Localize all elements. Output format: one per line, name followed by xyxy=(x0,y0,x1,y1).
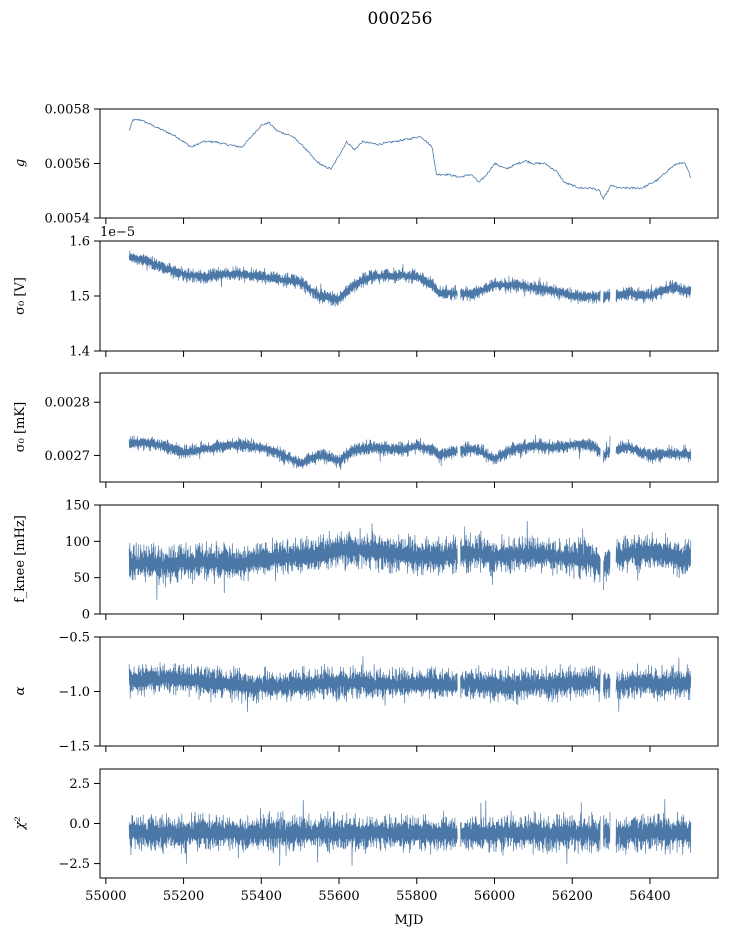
plot-area-chi2: −2.5 0.0 2.5 55000 55200 55400 55600 55800 56000… xyxy=(58,768,719,904)
axes-frame-sigma0-mk xyxy=(99,372,719,483)
ytick-label: 0.0058 xyxy=(45,103,91,118)
axes-frame-g xyxy=(99,108,719,219)
series-line-g xyxy=(128,118,692,201)
axes-frame-fknee xyxy=(99,504,719,615)
series-band-chi2 xyxy=(128,798,692,866)
series-band-alpha xyxy=(128,656,692,713)
ytick-label: −2.5 xyxy=(58,857,90,872)
xtick-label: 56400 xyxy=(629,889,670,904)
ytick-label: −1.5 xyxy=(58,740,90,755)
ytick-label: 1.6 xyxy=(69,235,90,250)
ytick-label: 2.5 xyxy=(69,777,90,792)
ytick-label: 150 xyxy=(65,499,90,514)
panel-sigma0-mk: σ₀ [mK] xyxy=(13,402,28,452)
xtick-label: 56200 xyxy=(552,889,593,904)
ytick-label: 50 xyxy=(73,571,90,586)
xtick-label: 55800 xyxy=(396,889,437,904)
xtick-label: 55600 xyxy=(318,889,359,904)
plot-area-g: 0.0054 0.0056 0.0058 xyxy=(45,103,719,227)
xtick-label: 56000 xyxy=(474,889,515,904)
xtick-label: 55400 xyxy=(241,889,282,904)
xtick-label: 55000 xyxy=(85,889,126,904)
ylabel-sigma0-v: σ₀ [V] xyxy=(13,277,28,315)
panel-sigma0-v: 1e−5 σ₀ [V] xyxy=(13,225,135,315)
ylabel-g: g xyxy=(13,159,28,167)
panel-fknee: f_knee [mHz] xyxy=(13,515,28,603)
ylabel-alpha: α xyxy=(13,686,28,695)
panel-alpha: α xyxy=(13,686,28,695)
ytick-label: 0.0028 xyxy=(45,396,91,411)
ytick-label: 0.0056 xyxy=(45,157,91,172)
plot-area-sigma0-v: 1.4 1.5 1.6 xyxy=(69,235,719,360)
series-band-sigma0-v xyxy=(128,250,692,307)
series-band-fknee xyxy=(128,520,692,600)
ytick-label: 1.4 xyxy=(69,345,90,360)
plot-area-alpha: −1.5 −1.0 −0.5 xyxy=(58,631,719,755)
panel-g: g xyxy=(13,159,28,167)
plot-area-sigma0-mk: 0.0027 0.0028 xyxy=(45,372,719,488)
ylabel-sigma0-mk: σ₀ [mK] xyxy=(13,402,28,452)
ytick-label: 0.0027 xyxy=(45,449,91,464)
panel-chi2: χ² xyxy=(13,816,28,830)
xtick-label: 55200 xyxy=(163,889,204,904)
x-axis-label: MJD xyxy=(395,913,424,928)
series-band-sigma0-mk xyxy=(128,434,692,470)
ytick-label: 0.0 xyxy=(69,817,90,832)
figure-title: 000256 xyxy=(368,9,433,29)
ytick-label: −1.0 xyxy=(58,685,90,700)
ytick-label: 0 xyxy=(82,608,90,623)
ylabel-chi2: χ² xyxy=(13,816,28,830)
ytick-label: 100 xyxy=(65,535,90,550)
ytick-label: 1.5 xyxy=(69,290,90,305)
ylabel-fknee: f_knee [mHz] xyxy=(13,515,28,603)
plot-area-fknee: 0 50 100 150 xyxy=(65,499,719,623)
ytick-label: 0.0054 xyxy=(45,212,91,227)
offset-text-sigma0-v: 1e−5 xyxy=(100,225,135,240)
ytick-label: −0.5 xyxy=(58,631,90,646)
